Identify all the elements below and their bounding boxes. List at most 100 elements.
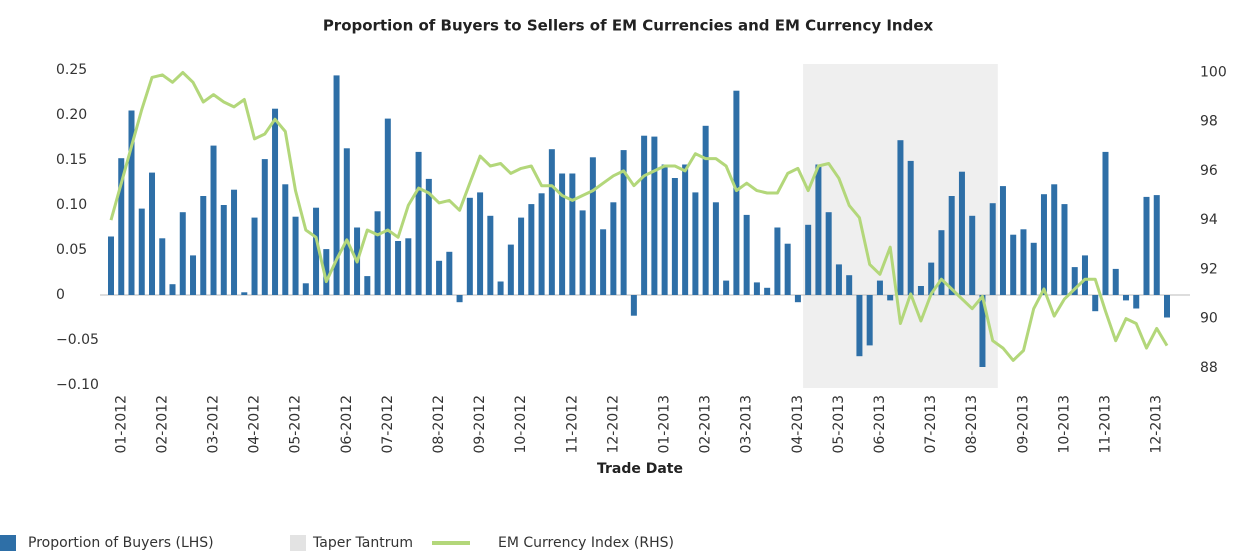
bar bbox=[477, 192, 484, 295]
bar bbox=[118, 158, 125, 295]
bar bbox=[743, 214, 750, 295]
bar bbox=[241, 292, 248, 295]
bar bbox=[384, 118, 391, 295]
bar bbox=[794, 295, 801, 303]
x-tick-label: 11-2013 bbox=[1097, 395, 1113, 454]
y2-tick-label: 90 bbox=[1200, 311, 1218, 327]
bar bbox=[528, 204, 535, 295]
x-tick-label: 12-2013 bbox=[1149, 395, 1165, 454]
x-tick-label: 05-2012 bbox=[288, 395, 304, 454]
bar bbox=[907, 160, 914, 295]
bar bbox=[1112, 268, 1119, 295]
bar bbox=[887, 295, 894, 301]
x-tick-label: 03-2013 bbox=[739, 395, 755, 454]
bar bbox=[651, 136, 658, 295]
bar bbox=[313, 207, 320, 295]
bar bbox=[159, 238, 166, 295]
y2-tick-label: 96 bbox=[1200, 163, 1218, 179]
bar bbox=[1153, 195, 1160, 295]
y2-tick-label: 94 bbox=[1200, 212, 1218, 228]
bar bbox=[538, 193, 545, 295]
x-tick-label: 03-2012 bbox=[206, 395, 222, 454]
bar bbox=[1040, 194, 1047, 295]
legend-label: Proportion of Buyers (LHS) bbox=[28, 535, 214, 551]
bar bbox=[179, 212, 186, 295]
y-tick-label: 0.20 bbox=[56, 107, 87, 123]
x-tick-label: 06-2012 bbox=[339, 395, 355, 454]
bar bbox=[466, 197, 473, 295]
chart-title: Proportion of Buyers to Sellers of EM Cu… bbox=[323, 17, 934, 35]
x-tick-label: 05-2013 bbox=[831, 395, 847, 454]
bar bbox=[579, 210, 586, 295]
bar bbox=[979, 295, 986, 367]
legend-label: EM Currency Index (RHS) bbox=[498, 535, 674, 551]
x-tick-label: 04-2012 bbox=[247, 395, 263, 454]
x-tick-label: 12-2012 bbox=[605, 395, 621, 454]
bar bbox=[548, 149, 555, 295]
bar bbox=[712, 202, 719, 295]
bar bbox=[456, 295, 463, 303]
bar bbox=[518, 217, 525, 295]
bar bbox=[425, 178, 432, 295]
bar bbox=[333, 75, 340, 296]
bar bbox=[969, 215, 976, 295]
x-tick-label: 06-2013 bbox=[872, 395, 888, 454]
bar bbox=[323, 249, 330, 295]
bar bbox=[200, 196, 207, 295]
bar bbox=[559, 173, 566, 295]
bar bbox=[1102, 151, 1109, 295]
x-tick-label: 08-2013 bbox=[964, 395, 980, 454]
y-tick-label: 0.15 bbox=[56, 152, 87, 168]
bar bbox=[835, 264, 842, 295]
bar bbox=[671, 178, 678, 295]
x-tick-label: 09-2013 bbox=[1015, 395, 1031, 454]
bar bbox=[938, 230, 945, 295]
x-tick-label: 11-2012 bbox=[564, 395, 580, 454]
bar bbox=[1071, 267, 1078, 295]
bar bbox=[661, 164, 668, 295]
bar bbox=[1030, 242, 1037, 295]
bar bbox=[497, 281, 504, 295]
y-tick-label: 0.10 bbox=[56, 197, 87, 213]
bar bbox=[589, 157, 596, 295]
bar bbox=[487, 215, 494, 295]
x-tick-label: 04-2013 bbox=[790, 395, 806, 454]
y-tick-label: 0 bbox=[56, 287, 65, 303]
bar bbox=[774, 227, 781, 295]
bar bbox=[784, 243, 791, 295]
bar bbox=[805, 224, 812, 295]
bar bbox=[343, 148, 350, 295]
bar bbox=[282, 184, 289, 295]
bar bbox=[1092, 295, 1099, 312]
bar bbox=[149, 172, 156, 295]
bar bbox=[374, 211, 381, 295]
bar bbox=[1061, 204, 1068, 295]
bar bbox=[210, 145, 217, 295]
bar bbox=[415, 151, 422, 295]
bar bbox=[302, 283, 309, 295]
bar bbox=[1020, 229, 1027, 295]
bar bbox=[610, 202, 617, 295]
y2-tick-label: 100 bbox=[1200, 64, 1227, 80]
bar bbox=[846, 275, 853, 295]
bar bbox=[641, 135, 648, 295]
bar bbox=[825, 212, 832, 295]
bar bbox=[261, 159, 268, 295]
y-tick-label: −0.10 bbox=[56, 377, 99, 393]
y-tick-label: 0.25 bbox=[56, 62, 87, 78]
bar bbox=[395, 241, 402, 295]
x-tick-label: 09-2012 bbox=[472, 395, 488, 454]
y-tick-label: 0.05 bbox=[56, 242, 87, 258]
bar bbox=[723, 280, 730, 295]
bar bbox=[436, 260, 443, 295]
bar bbox=[108, 236, 114, 295]
x-tick-label: 01-2013 bbox=[657, 395, 673, 454]
bar bbox=[692, 192, 699, 295]
bar bbox=[569, 173, 576, 295]
bar bbox=[138, 208, 145, 295]
y2-tick-label: 92 bbox=[1200, 261, 1218, 277]
legend-swatch bbox=[290, 535, 306, 551]
bar bbox=[600, 229, 607, 295]
bar bbox=[231, 189, 238, 295]
